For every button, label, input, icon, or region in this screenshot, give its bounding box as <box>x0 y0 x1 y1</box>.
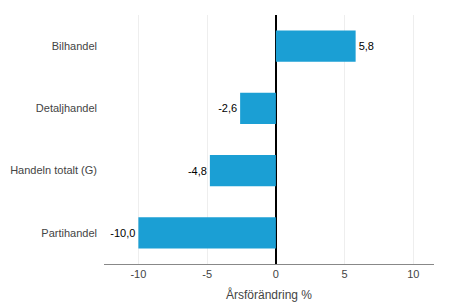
svg-text:-2,6: -2,6 <box>218 102 237 114</box>
svg-text:Årsförändring %: Årsförändring % <box>226 287 312 302</box>
svg-text:-10,0: -10,0 <box>110 227 135 239</box>
svg-text:Partihandel: Partihandel <box>41 227 97 239</box>
svg-text:-10: -10 <box>130 268 146 280</box>
svg-text:-5: -5 <box>202 268 212 280</box>
svg-text:Detaljhandel: Detaljhandel <box>36 102 97 114</box>
svg-text:10: 10 <box>407 268 419 280</box>
svg-text:5,8: 5,8 <box>359 40 374 52</box>
svg-text:-4,8: -4,8 <box>188 165 207 177</box>
svg-text:Handeln totalt (G): Handeln totalt (G) <box>10 164 97 176</box>
svg-text:Bilhandel: Bilhandel <box>52 40 97 52</box>
svg-text:0: 0 <box>273 268 279 280</box>
svg-text:5: 5 <box>342 268 348 280</box>
